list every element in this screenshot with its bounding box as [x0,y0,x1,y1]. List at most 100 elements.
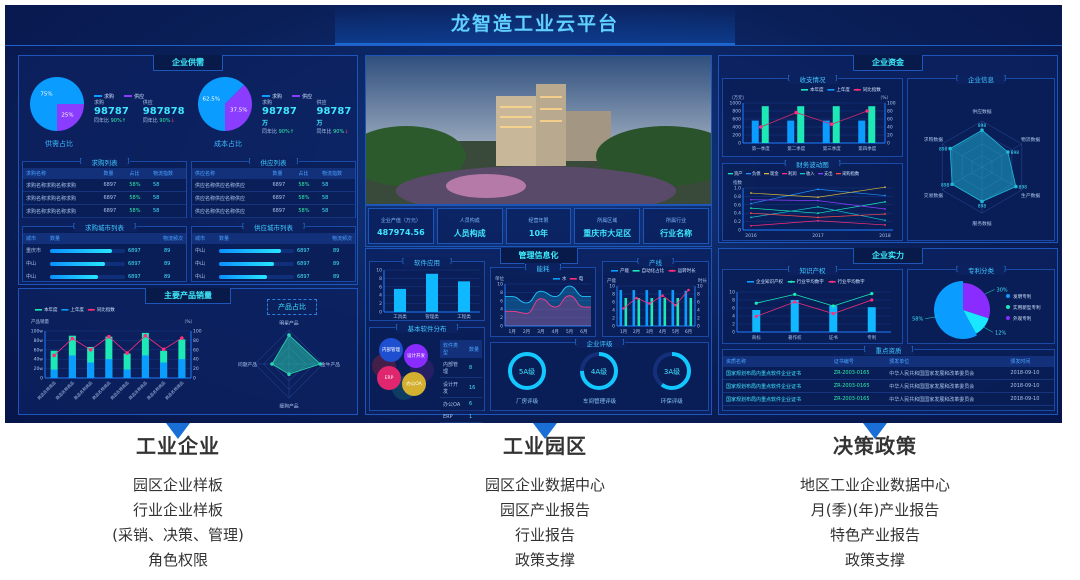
finance-point [884,200,886,203]
sub-title: 供应列表 [248,157,299,167]
table-row: 国家规划布局内重点软件企业证书 ZR-2003-0165 中华人民共和国国家发展和改… [723,379,1054,393]
table-row: 设计开发 16 [440,377,482,398]
x-tick-label: 工程类 [457,313,471,320]
avg-point-2 [831,312,835,316]
funds-panel: 企业资金 收支情况 本年度 上年度 同比指数 （万元） （%） 0 0 200 20 400 40 6… [718,55,1058,243]
x-tick-label: 管理类 [425,313,439,320]
table-cell: 设计开发 [440,377,466,398]
income-bar-chart: 本年度 上年度 同比指数 （万元） （%） 0 0 200 20 400 40 600 60 800 80 1… [729,86,896,152]
section-item: 园区产业报告 [499,501,590,519]
info-label: 所属区域 [597,218,618,224]
finance-point [750,212,752,215]
table-cell: 供应名称供应名称供应 [192,179,270,192]
y-tick-label: 2 [500,315,503,321]
legend-swatch [569,278,577,280]
table-cell: 58% [295,191,319,205]
y2-tick-label: 0 [697,324,700,330]
pie-label: 成本占比 [214,140,242,148]
x-tick-label: 工具类 [393,313,407,320]
legend-buy: 求购 [262,93,282,100]
avg-line-1 [756,293,872,307]
yoy-index-point [52,353,56,358]
y-tick-label: 0.2 [734,219,741,225]
stat-unit: 万 [262,120,269,127]
column-header: 证书编号 [830,356,887,367]
gauge-label: 环保评级 [660,399,683,405]
sub-title: 供应城市列表 [242,222,305,232]
y-tick-label: 4 [612,308,615,314]
stat-yoy: 同年比 90%↓ [142,118,175,124]
yoy-index-point [180,336,184,340]
duration-point [635,296,638,300]
duration-point [687,288,690,292]
capacity-bar [632,290,636,326]
section-marker [863,423,887,439]
finance-point [750,192,752,194]
legend-label: 同比指数 [97,306,115,313]
section-item: 月(季)(年)产业报告 [810,501,940,519]
gauge-grade: 4A级 [591,367,607,376]
y-tick-label: 2 [732,322,735,328]
x-tick-label: 5月 [566,329,573,335]
column-header: 数量 [100,168,127,179]
table-row: 求购名称求购名称求购 6897 58% 58 [23,204,186,218]
legend-swatch [35,309,42,311]
rating-gauges: 5A级 厂房评级 4A级 车间管理评级 3A级 环保评级 [491,349,708,405]
automation-bar [637,298,641,326]
y2-tick-label: 100 [887,101,896,107]
y-tick-label: 0 [738,141,741,147]
city-name: 重庆市 [26,248,42,254]
sub-title: 求购城市列表 [73,222,136,232]
bar-last-year [822,120,830,143]
legend-label: 水 [562,275,567,282]
radar-point [318,362,323,366]
finance-point [750,202,752,205]
legend-label: 发明专利 [1013,293,1032,300]
park-photo-image [366,56,711,204]
radar-point [980,199,984,204]
legend-label: 上年度 [836,86,850,93]
y-axis-title: （万元） [729,95,747,101]
city-name: 中山 [26,274,37,280]
section-item: 行业报告 [514,526,575,544]
progress-bar [219,261,294,266]
city-row: 中山 6897 89 [192,270,355,283]
bar-last-year [858,120,866,143]
gauge-fill [508,352,547,390]
legend-label: 自动化占比 [642,267,665,274]
table-cell: 求购名称求购名称求购 [23,204,101,218]
radar-axis-label: 求购数据 [924,136,943,143]
table-cell: 国家规划布局内重点软件企业证书 [723,392,831,406]
panel-title: 主要产品销量 [145,288,231,304]
ip-bar-chart: 企业知识产权 行业平均数字 行业平均数字 0 2 4 6 8 10 商标 著作权 证书 专利 [729,278,891,341]
feature-section: 工业企业 园区企业样板 行业企业样板 (采销、决策、管理) 角色权限 [48,430,308,573]
stat-pct: 90% [159,118,171,124]
stat-pct: 90% [278,129,290,135]
bar-this-year [50,350,58,378]
legend-swatch [747,281,754,283]
radar-point [950,182,954,187]
progress-fill [50,261,105,266]
x-tick-label: 2018 [879,233,891,239]
section-item: 园区企业数据中心 [484,476,605,494]
table-cell: 58% [126,179,150,192]
y-tick-label: 8 [732,298,735,304]
city-qty: 6897 [297,260,310,267]
x-tick-label: 第二季度 [787,145,805,152]
finance-point [817,219,819,222]
legend-swatch [632,270,640,272]
rating-gauge: 4A级 车间管理评级 [577,349,621,405]
y-tick-label: 0.4 [734,211,741,217]
y-tick-label: 20w [34,366,44,372]
table-cell: 58 [319,204,355,218]
bar-this-year [123,353,131,378]
column-header: 物流指数 [319,168,355,179]
panel-title: 企业供需 [153,55,223,71]
gauge-ring: 4A级 [580,352,619,390]
info-cell: 经营年限 10年 [505,208,572,244]
y-axis-title: 产品销量 [31,318,49,325]
table-cell: 58% [295,204,319,218]
pie-label: 供需占比 [45,140,73,148]
table-cell: 供应名称供应名称供应 [192,204,270,218]
